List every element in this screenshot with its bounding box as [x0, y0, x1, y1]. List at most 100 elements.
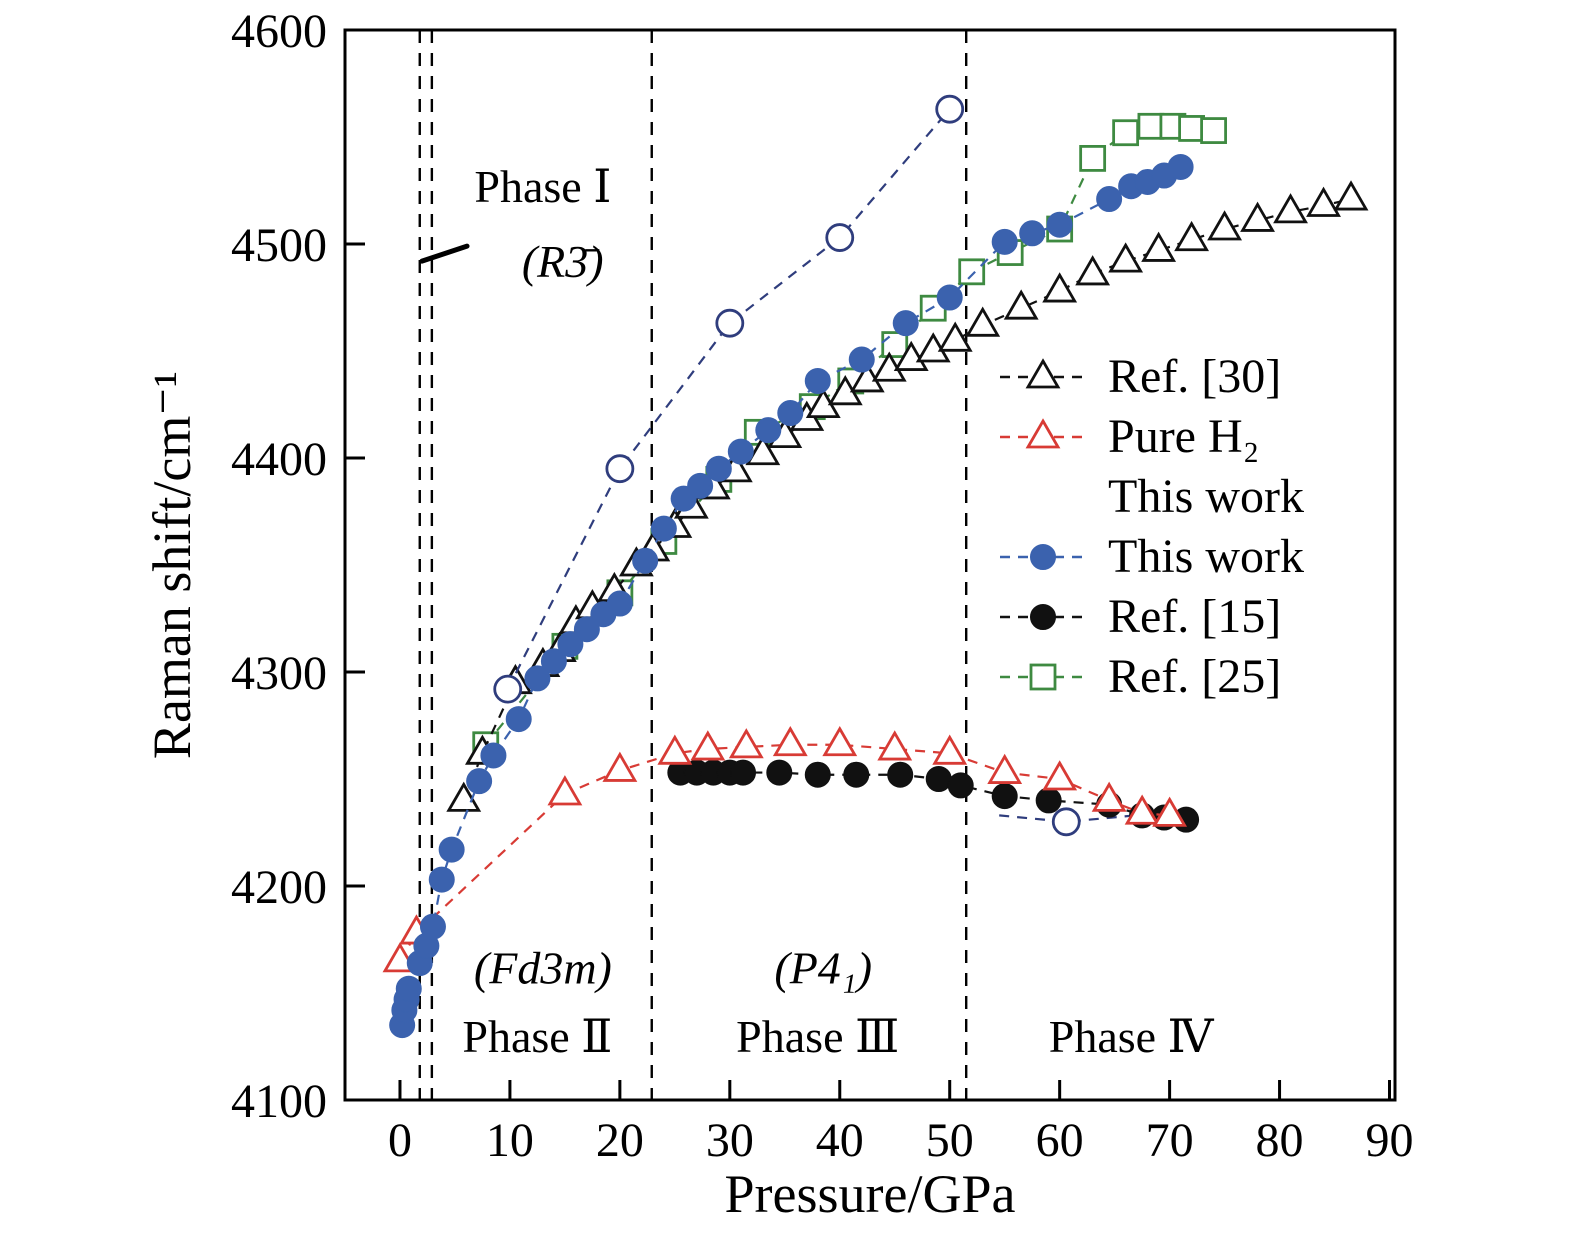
- circle-marker: [766, 759, 793, 786]
- circle-marker: [843, 761, 870, 788]
- triangle-marker: [1124, 794, 1160, 825]
- triangle-marker: [1273, 193, 1308, 224]
- circle-marker: [438, 836, 465, 863]
- triangle-marker: [728, 728, 764, 759]
- square-marker: [1200, 117, 1227, 144]
- circle-marker: [428, 866, 455, 893]
- triangle-marker: [987, 753, 1023, 784]
- legend-label: This work: [1108, 530, 1304, 583]
- circle-marker: [1046, 211, 1073, 238]
- triangle-marker: [893, 340, 929, 371]
- circle-marker: [687, 472, 714, 499]
- triangle-marker: [1025, 418, 1061, 449]
- y-tick-label: 4300: [231, 647, 327, 700]
- series-line: [399, 743, 1170, 962]
- triangle-marker: [446, 781, 482, 812]
- circle-marker: [606, 590, 633, 617]
- triangle-marker: [1091, 781, 1127, 812]
- circle-marker: [991, 228, 1018, 255]
- circle-marker: [650, 515, 677, 542]
- circle-marker: [419, 913, 446, 940]
- circle-open-marker: [825, 223, 855, 252]
- x-tick-label: 30: [706, 1114, 754, 1167]
- square-marker: [881, 331, 909, 358]
- circle-marker: [804, 367, 831, 394]
- circle-marker: [557, 631, 584, 658]
- x-axis-ticks: 0 10 20 30 40 50 60 70 80 90: [388, 1080, 1414, 1167]
- triangle-marker: [1042, 272, 1078, 303]
- circle-marker: [505, 706, 532, 733]
- y-axis-label: Raman shift/cm⁻¹: [142, 371, 202, 759]
- circle-marker: [705, 455, 732, 482]
- circle-open-marker: [605, 454, 635, 484]
- triangle-marker: [877, 730, 913, 761]
- triangle-marker: [1207, 210, 1243, 241]
- y-tick-label: 4200: [231, 861, 327, 914]
- triangle-marker: [1333, 180, 1369, 211]
- x-axis-label: Pressure/GPa: [725, 1164, 1016, 1224]
- triangle-marker: [690, 730, 726, 761]
- circle-marker: [1019, 220, 1046, 247]
- y-tick-label: 4100: [231, 1075, 327, 1128]
- circle-marker: [925, 766, 952, 792]
- legend-entry: This work: [1108, 470, 1304, 523]
- triangle-marker: [1108, 242, 1144, 273]
- legend-entry: Pure H₂: [1000, 410, 1259, 463]
- circle-marker: [466, 768, 493, 795]
- circle-marker: [936, 284, 963, 311]
- phase-label: Phase Ⅳ: [1049, 1011, 1215, 1062]
- phase-one-leader-line: [419, 243, 470, 264]
- circle-marker: [1035, 787, 1062, 814]
- phase-label: (R3̄): [522, 236, 604, 287]
- triangle-marker: [547, 775, 583, 806]
- circle-marker: [1030, 544, 1056, 570]
- x-tick-label: 80: [1256, 1114, 1304, 1167]
- x-tick-label: 90: [1366, 1114, 1414, 1167]
- circle-marker: [632, 547, 659, 574]
- circle-marker: [573, 616, 600, 643]
- series-line: [506, 108, 951, 690]
- legend-entry: Ref. [30]: [1000, 350, 1281, 403]
- circle-marker: [947, 772, 974, 799]
- triangle-marker: [965, 306, 1001, 337]
- circle-marker: [892, 310, 919, 337]
- series-this-work-filled-: [389, 153, 1194, 1039]
- circle-open-marker: [715, 308, 745, 338]
- square-marker: [1137, 112, 1165, 140]
- legend-label: This work: [1108, 470, 1304, 523]
- legend-label: Ref. [30]: [1108, 350, 1281, 403]
- circle-open-marker: [1051, 807, 1081, 837]
- legend-label: Ref. [15]: [1108, 590, 1281, 643]
- circle-marker: [777, 400, 804, 427]
- circle-marker: [804, 761, 831, 788]
- circle-marker: [730, 759, 757, 786]
- triangle-marker: [822, 725, 858, 757]
- triangle-marker: [1306, 186, 1341, 217]
- triangle-marker: [932, 734, 968, 765]
- x-tick-label: 40: [816, 1114, 864, 1167]
- triangle-marker: [1075, 255, 1111, 286]
- triangle-marker: [1240, 201, 1275, 232]
- phase-label: Phase Ⅲ: [736, 1011, 899, 1062]
- circle-open-marker: [493, 674, 523, 704]
- x-tick-label: 10: [486, 1114, 534, 1167]
- triangle-marker: [937, 321, 973, 352]
- phase-label: (P4₁): [774, 942, 872, 993]
- triangle-marker: [772, 725, 808, 757]
- series-this-work-open-low-branch-: [999, 807, 1159, 837]
- circle-marker: [1096, 186, 1123, 213]
- legend: Ref. [30] Pure H₂ This work This work Ref. […: [1000, 350, 1304, 703]
- square-marker: [1079, 144, 1107, 172]
- triangle-marker: [602, 751, 638, 782]
- circle-marker: [1030, 604, 1056, 630]
- triangle-marker: [1152, 796, 1188, 827]
- circle-marker: [755, 417, 782, 444]
- square-marker: [1178, 115, 1205, 142]
- legend-entry: Ref. [15]: [1000, 590, 1281, 643]
- legend-entry: This work: [1000, 530, 1304, 583]
- y-tick-label: 4400: [231, 433, 327, 486]
- triangle-marker: [745, 434, 781, 466]
- series-this-work-h2-in-mixture-open-: [493, 94, 965, 704]
- y-axis-ticks: 4100 4200 4300 4400 4500 4600: [231, 5, 365, 1128]
